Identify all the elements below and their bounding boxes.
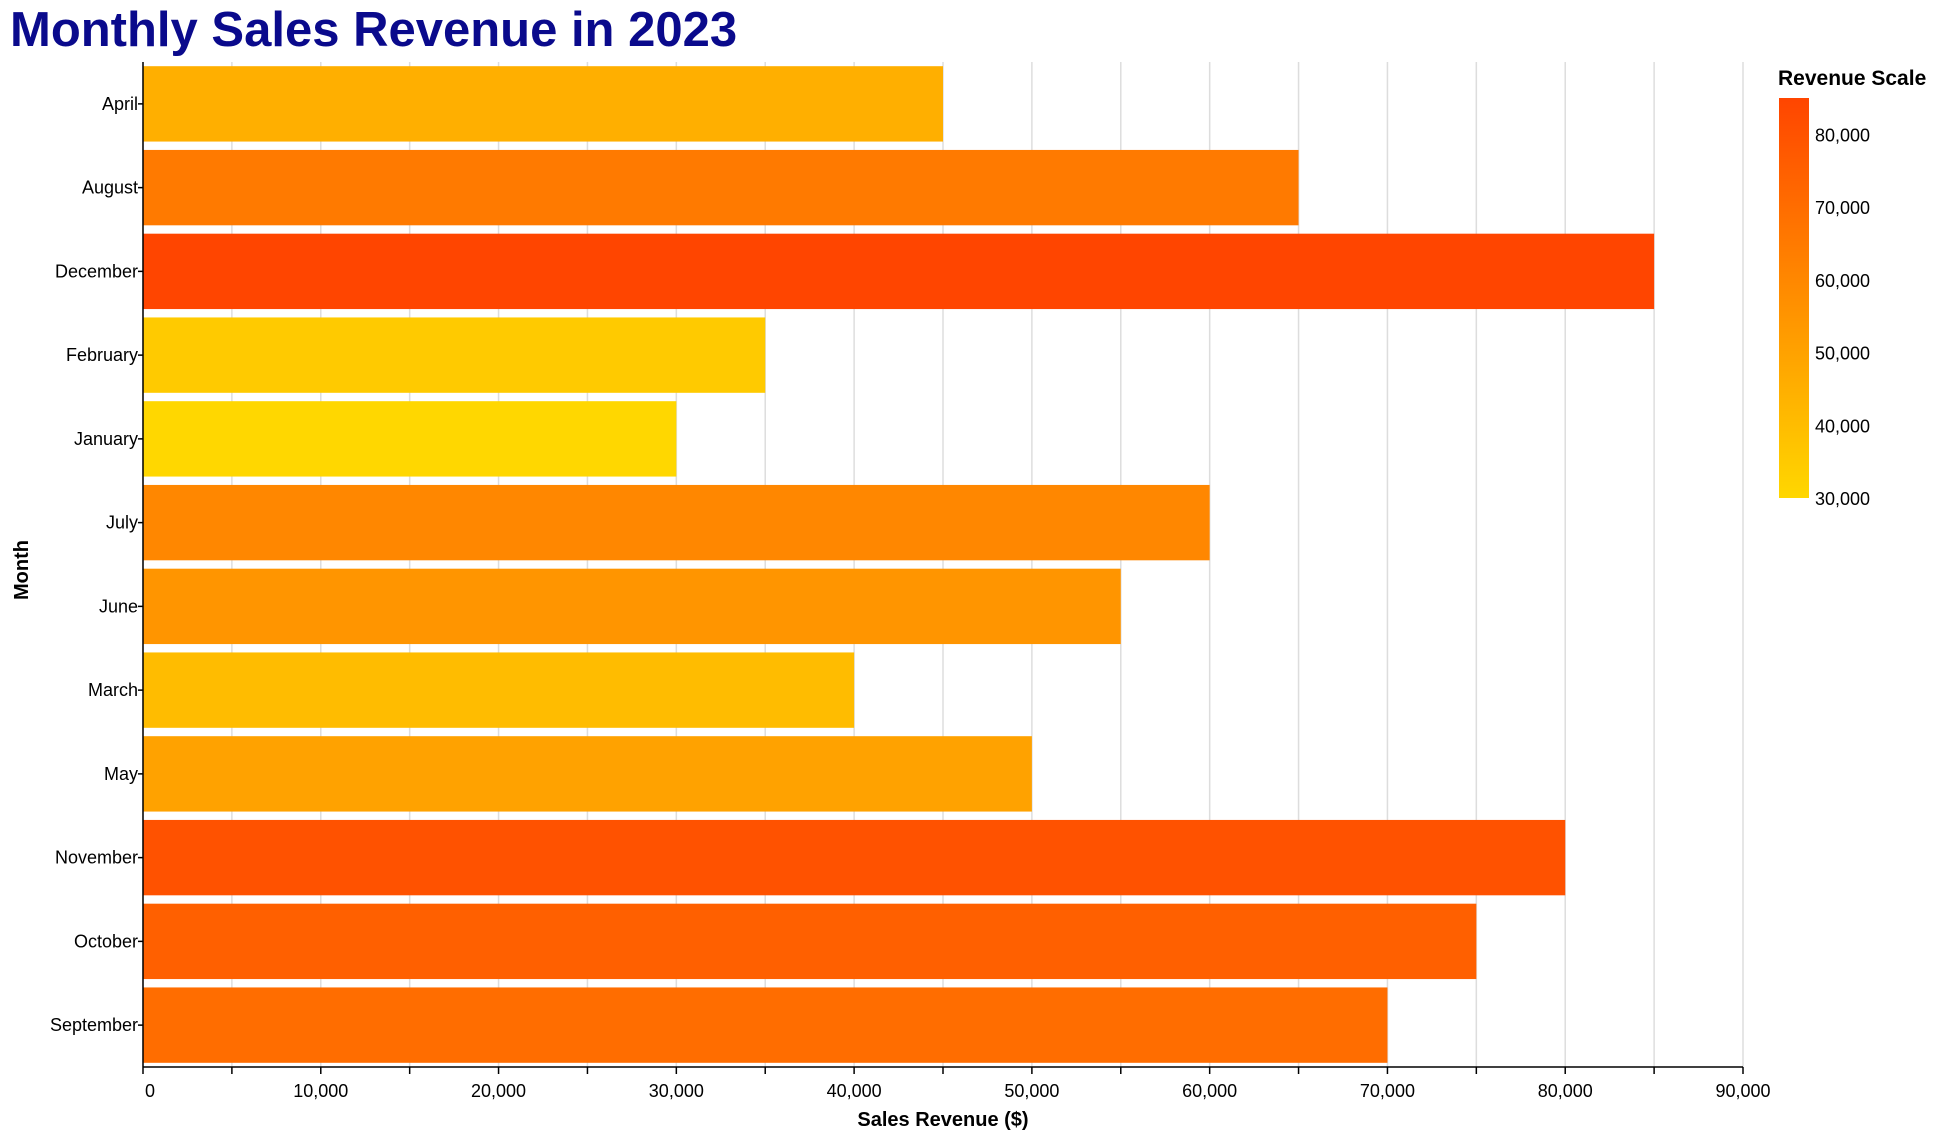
- x-axis-title: Sales Revenue ($): [857, 1109, 1028, 1131]
- legend-tick-label: 40,000: [1815, 416, 1870, 436]
- bar-october: [143, 903, 1477, 980]
- x-tick-label: 40,000: [827, 1081, 882, 1101]
- legend-tick-label: 70,000: [1815, 198, 1870, 218]
- bar-april: [143, 66, 943, 142]
- y-tick-label: August: [82, 178, 138, 198]
- y-tick-label: April: [102, 94, 138, 114]
- x-tick-label: 70,000: [1360, 1081, 1415, 1101]
- legend-gradient: [1779, 98, 1809, 498]
- legend-tick-label: 30,000: [1815, 489, 1870, 509]
- y-axis: April August December February January July Ju…: [50, 62, 144, 1067]
- x-tick-label: 30,000: [649, 1081, 704, 1101]
- legend-tick-label: 80,000: [1815, 125, 1870, 145]
- bar-july: [143, 484, 1210, 561]
- y-tick-label: May: [104, 764, 138, 784]
- legend-tick-label: 60,000: [1815, 271, 1870, 291]
- y-tick-label: March: [88, 680, 138, 700]
- x-tick-label: 0: [145, 1081, 155, 1101]
- x-tick-label: 50,000: [1004, 1081, 1059, 1101]
- bars: [143, 66, 1655, 1063]
- x-tick-label: 90,000: [1715, 1081, 1770, 1101]
- bar-december: [143, 233, 1655, 310]
- bar-january: [143, 401, 677, 477]
- bar-september: [143, 987, 1388, 1063]
- bar-march: [143, 652, 855, 728]
- y-tick-label: July: [106, 513, 138, 533]
- x-axis: 0 10,000 20,000 30,000 40,000 50,000 60,000 70,…: [142, 1066, 1771, 1101]
- chart-title: Monthly Sales Revenue in 2023: [10, 3, 737, 57]
- y-tick-label: November: [55, 848, 138, 868]
- bar-november: [143, 819, 1566, 896]
- y-tick-label: October: [74, 931, 138, 951]
- y-axis-title: Month: [11, 540, 33, 600]
- bar-may: [143, 736, 1032, 812]
- y-tick-label: December: [55, 261, 138, 281]
- bar-february: [143, 317, 766, 393]
- bar-august: [143, 149, 1299, 226]
- x-tick-label: 60,000: [1182, 1081, 1237, 1101]
- color-legend: Revenue Scale 30,000 40,000 50,000 60,000 70…: [1778, 67, 1926, 509]
- x-tick-label: 20,000: [471, 1081, 526, 1101]
- grid: [142, 62, 1744, 1067]
- y-tick-label: February: [66, 345, 138, 365]
- x-tick-label: 10,000: [293, 1081, 348, 1101]
- legend-title: Revenue Scale: [1778, 67, 1926, 90]
- y-tick-label: June: [99, 596, 138, 616]
- x-tick-label: 80,000: [1538, 1081, 1593, 1101]
- y-tick-label: January: [74, 429, 138, 449]
- bar-june: [143, 568, 1121, 645]
- legend-tick-label: 50,000: [1815, 344, 1870, 364]
- y-tick-label: September: [50, 1015, 138, 1035]
